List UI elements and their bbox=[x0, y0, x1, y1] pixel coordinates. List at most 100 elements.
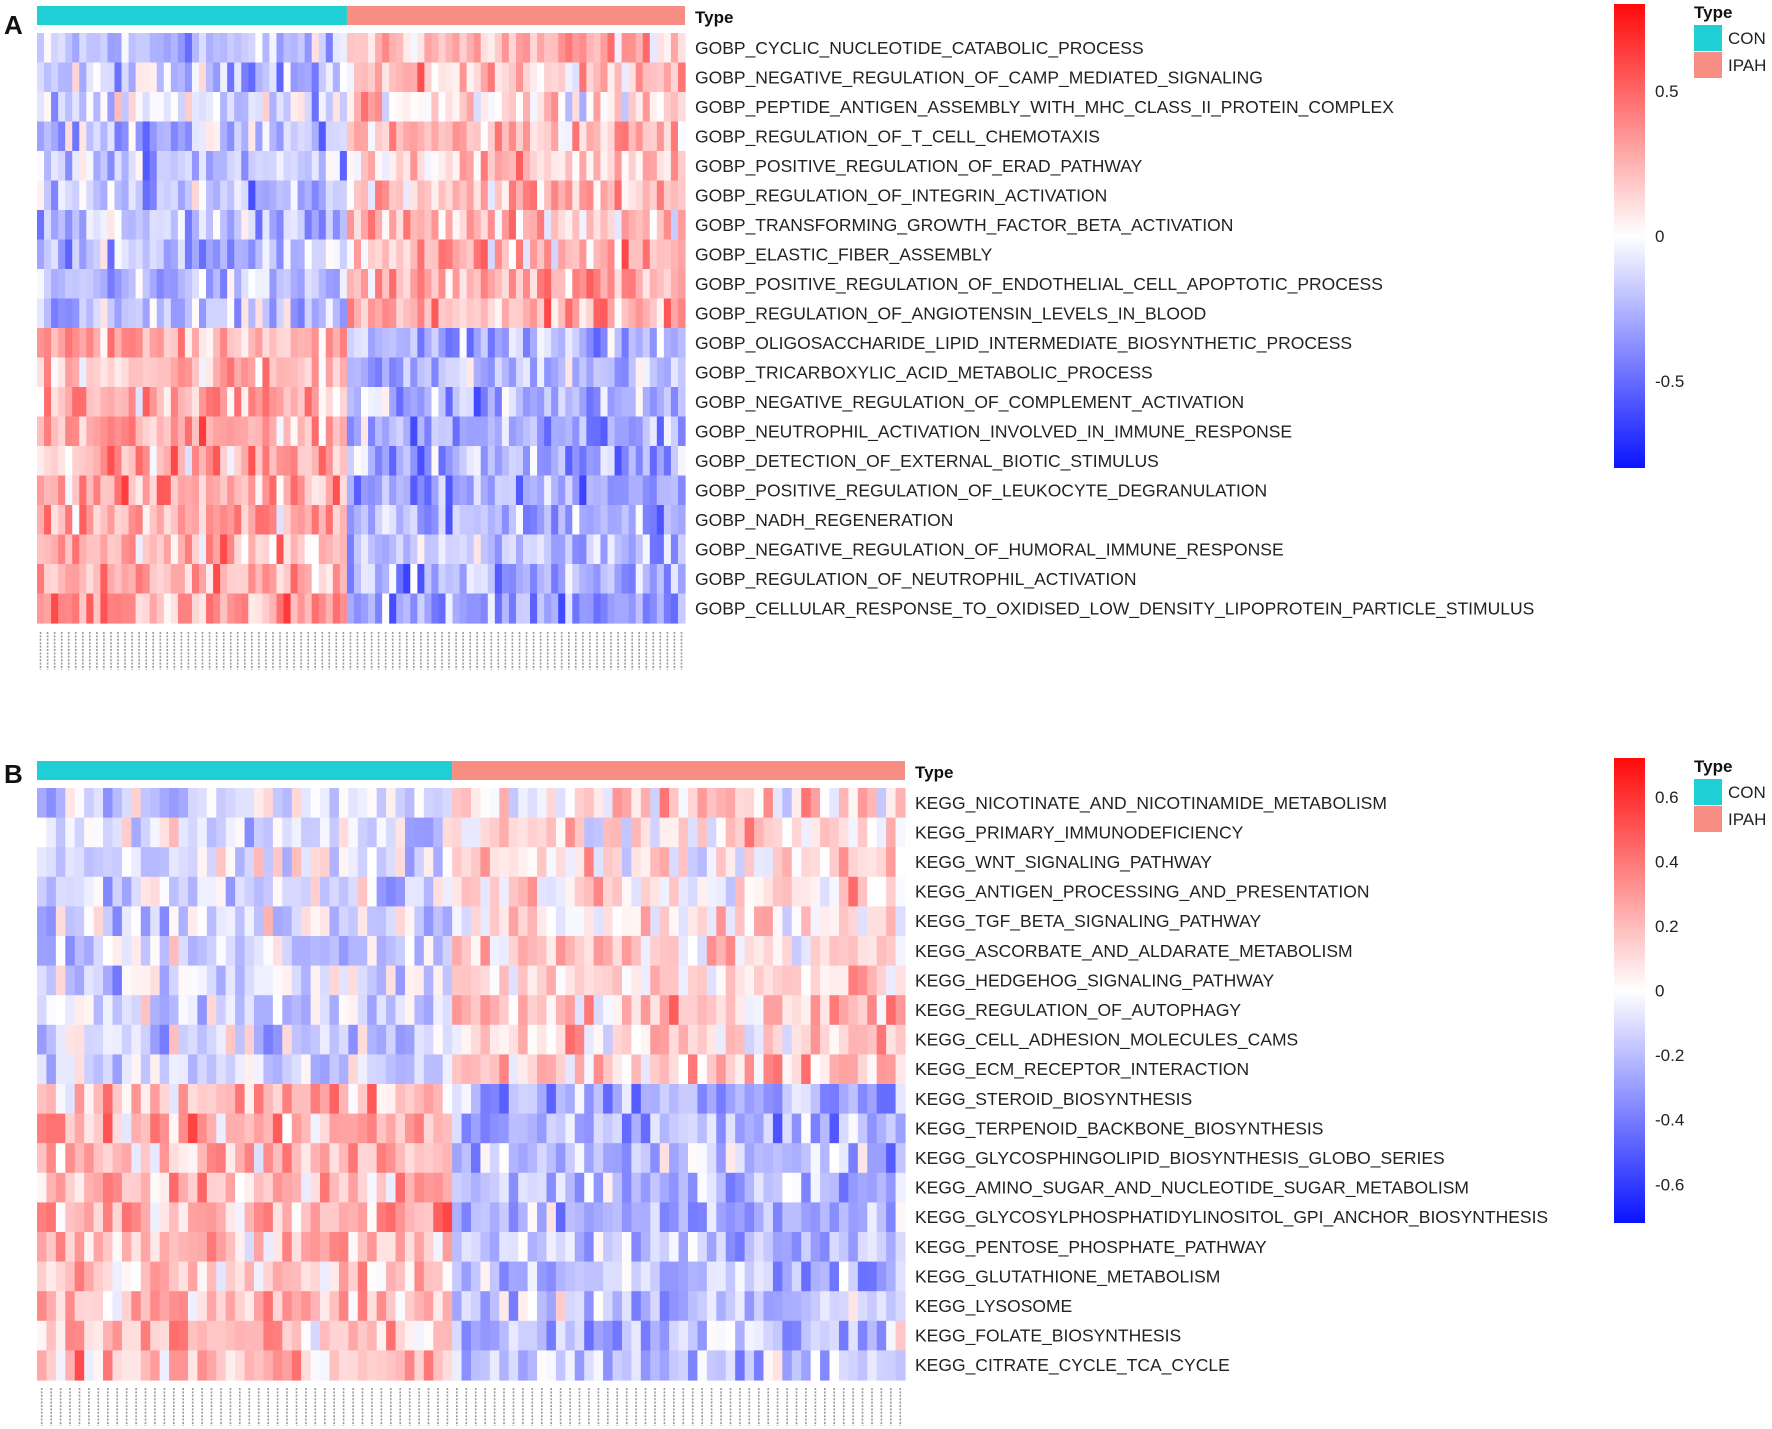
heatmap-cell bbox=[487, 534, 496, 565]
heatmap-cell bbox=[518, 876, 529, 907]
heatmap-cell bbox=[656, 180, 665, 211]
heatmap-cell bbox=[395, 906, 406, 937]
heatmap-cell bbox=[216, 1202, 227, 1233]
heatmap-cell bbox=[107, 505, 116, 536]
heatmap-cell bbox=[255, 121, 263, 152]
heatmap-cell bbox=[466, 505, 475, 536]
heatmap-cell bbox=[631, 936, 642, 967]
heatmap-cell bbox=[867, 1143, 878, 1174]
heatmap-cell bbox=[187, 995, 198, 1026]
heatmap-cell bbox=[417, 269, 425, 300]
heatmap-cell bbox=[142, 328, 151, 359]
heatmap-cell bbox=[499, 965, 510, 996]
heatmap-cell bbox=[177, 151, 186, 182]
heatmap-cell bbox=[291, 995, 302, 1026]
heatmap-cell bbox=[382, 210, 390, 241]
heatmap-cell bbox=[84, 1024, 95, 1055]
heatmap-cell bbox=[37, 1084, 48, 1115]
heatmap-cell bbox=[659, 817, 670, 848]
heatmap-cell bbox=[631, 1024, 642, 1055]
heatmap-cell bbox=[79, 62, 87, 93]
heatmap-cell bbox=[848, 788, 859, 819]
heatmap-cell bbox=[131, 1143, 142, 1174]
heatmap-cell bbox=[272, 788, 283, 819]
heatmap-cell bbox=[297, 33, 306, 64]
heatmap-cell bbox=[579, 446, 587, 477]
heatmap-cell bbox=[810, 906, 821, 937]
heatmap-cell bbox=[197, 965, 208, 996]
heatmap-cell bbox=[310, 1172, 321, 1203]
heatmap-cell bbox=[423, 995, 434, 1026]
heatmap-cell bbox=[206, 416, 214, 447]
row-label: GOBP_NEUTROPHIL_ACTIVATION_INVOLVED_IN_I… bbox=[695, 421, 1292, 442]
heatmap-cell bbox=[100, 416, 109, 447]
heatmap-cell bbox=[121, 1054, 132, 1085]
heatmap-cell bbox=[282, 965, 293, 996]
heatmap-cell bbox=[318, 269, 327, 300]
heatmap-cell bbox=[241, 121, 249, 152]
heatmap-cell bbox=[558, 180, 566, 211]
heatmap-cell bbox=[414, 1113, 425, 1144]
heatmap-cell bbox=[290, 298, 299, 329]
heatmap-cell bbox=[163, 328, 172, 359]
heatmap-cell bbox=[46, 788, 57, 819]
heatmap-cell bbox=[579, 357, 587, 388]
heatmap-cell bbox=[801, 1291, 812, 1322]
heatmap-cell bbox=[163, 180, 172, 211]
heatmap-cell bbox=[46, 1024, 57, 1055]
heatmap-cell bbox=[283, 269, 292, 300]
heatmap-cell bbox=[593, 1054, 604, 1085]
heatmap-cell bbox=[574, 1113, 585, 1144]
heatmap-cell bbox=[282, 1320, 293, 1351]
heatmap-cell bbox=[593, 505, 602, 536]
heatmap-cell bbox=[149, 593, 158, 624]
heatmap-cell bbox=[396, 564, 404, 595]
heatmap-cell bbox=[107, 92, 116, 123]
panel-label-a: A bbox=[4, 10, 23, 40]
heatmap-cell bbox=[473, 328, 482, 359]
heatmap-cell bbox=[527, 995, 538, 1026]
heatmap-cell bbox=[527, 1024, 538, 1055]
heatmap-cell bbox=[584, 906, 595, 937]
heatmap-cell bbox=[895, 1143, 906, 1174]
heatmap-cell bbox=[178, 1350, 189, 1381]
heatmap-cell bbox=[177, 416, 186, 447]
heatmap-cell bbox=[621, 847, 632, 878]
heatmap-cell bbox=[276, 446, 285, 477]
heatmap-cell bbox=[572, 92, 580, 123]
heatmap-cell bbox=[466, 534, 475, 565]
heatmap-cell bbox=[329, 1172, 340, 1203]
heatmap-cell bbox=[177, 357, 186, 388]
heatmap-cell bbox=[508, 1350, 519, 1381]
heatmap-cell bbox=[290, 357, 299, 388]
heatmap-cell bbox=[607, 328, 616, 359]
heatmap-cell bbox=[838, 788, 849, 819]
heatmap-cell bbox=[480, 995, 491, 1026]
heatmap-cell bbox=[423, 936, 434, 967]
heatmap-cell bbox=[199, 505, 207, 536]
heatmap-cell bbox=[269, 269, 278, 300]
heatmap-cell bbox=[716, 1320, 727, 1351]
heatmap-cell bbox=[332, 328, 341, 359]
heatmap-cell bbox=[272, 817, 283, 848]
heatmap-cell bbox=[216, 1172, 227, 1203]
heatmap-cell bbox=[593, 817, 604, 848]
heatmap-cell bbox=[376, 1291, 387, 1322]
heatmap-cell bbox=[79, 269, 87, 300]
heatmap-cell bbox=[487, 298, 496, 329]
heatmap-cell bbox=[93, 62, 101, 93]
heatmap-cell bbox=[782, 1172, 793, 1203]
heatmap-cell bbox=[857, 1172, 868, 1203]
heatmap-cell bbox=[551, 151, 559, 182]
heatmap-cell bbox=[725, 995, 736, 1026]
heatmap-cell bbox=[332, 151, 341, 182]
heatmap-cell bbox=[515, 210, 524, 241]
heatmap-cell bbox=[782, 1143, 793, 1174]
heatmap-cell bbox=[51, 210, 59, 241]
heatmap-cell bbox=[93, 92, 101, 123]
heatmap-cell bbox=[86, 328, 94, 359]
heatmap-cell bbox=[650, 1291, 661, 1322]
heatmap-cell bbox=[614, 416, 623, 447]
heatmap-cell bbox=[114, 180, 123, 211]
heatmap-cell bbox=[404, 995, 415, 1026]
